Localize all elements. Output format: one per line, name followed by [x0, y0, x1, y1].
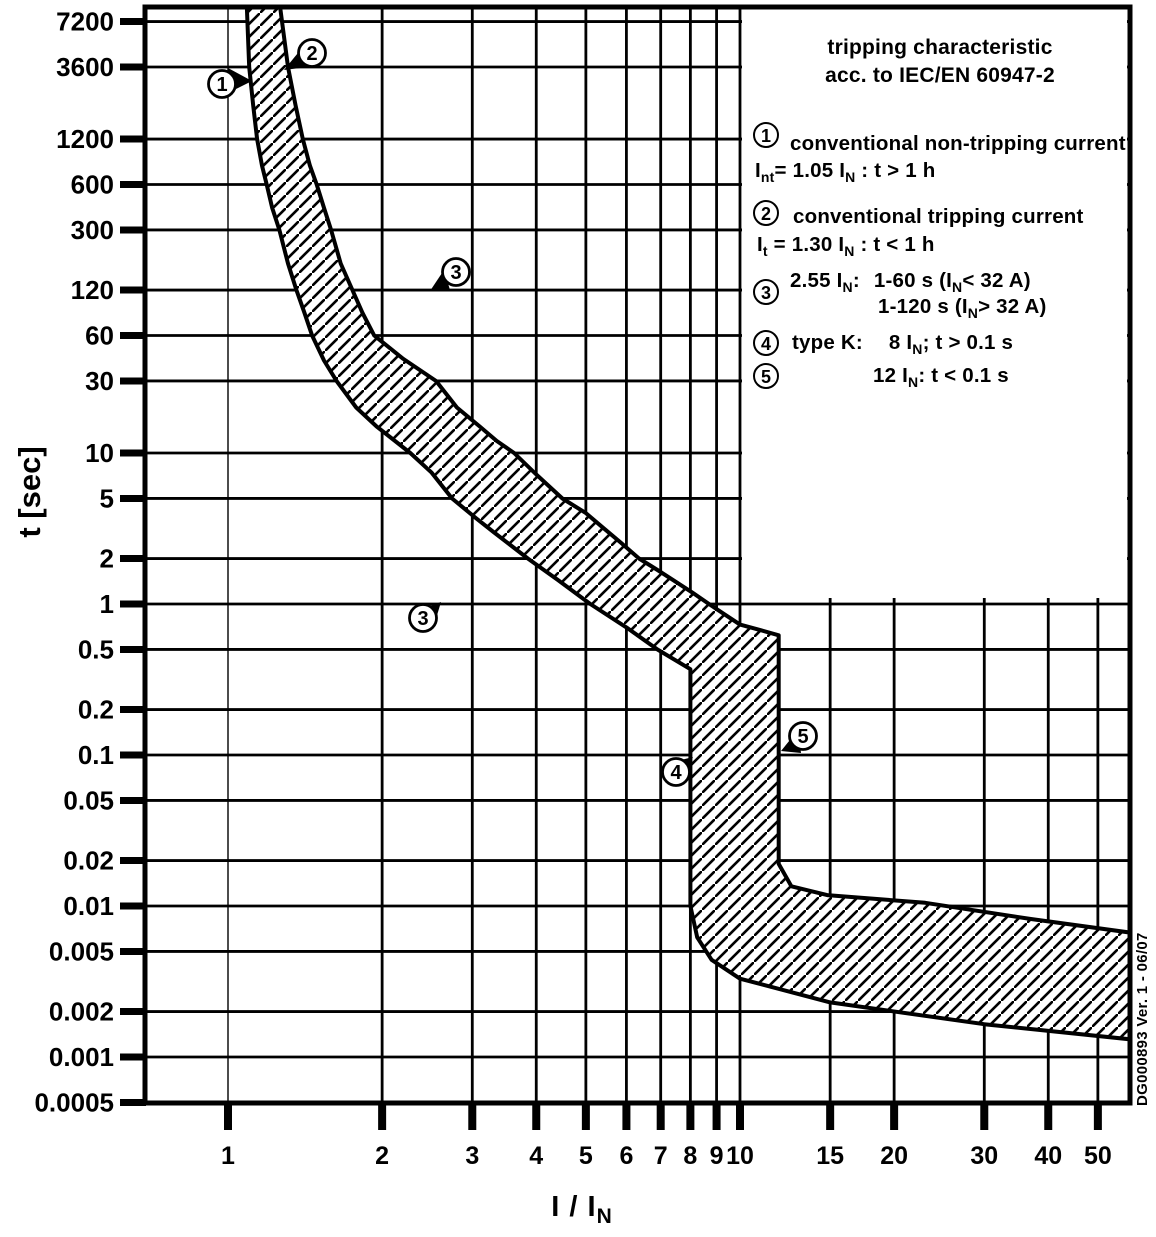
x-tick-label-6: 6 [619, 1142, 633, 1170]
legend-item-3-line-2: 1-120 s (IN> 32 A) [878, 295, 1047, 321]
y-axis-title: t [sec] [12, 446, 47, 538]
y-tick-label-0.1: 0.1 [78, 740, 114, 770]
legend-item-2-circle: 2 [753, 200, 779, 226]
marker-1: 1 [207, 68, 252, 99]
marker-3-circle [408, 603, 438, 633]
watermark-text: DG000893 Ver. 1 - 06/07 [1134, 932, 1151, 1106]
x-tick-label-50: 50 [1084, 1142, 1112, 1170]
x-tick-label-20: 20 [880, 1142, 908, 1170]
legend-background [742, 8, 1127, 598]
marker-5-number: 5 [797, 726, 808, 748]
x-tick-label-9: 9 [710, 1142, 724, 1170]
legend-item-4-line-1: type K: 8 IN; t > 0.1 s [792, 331, 1014, 357]
x-tick-label-15: 15 [816, 1142, 844, 1170]
x-axis-title: I / IN [551, 1191, 612, 1229]
y-tick-label-0.01: 0.01 [63, 891, 114, 921]
y-tick-label-0.2: 0.2 [78, 695, 114, 725]
plot-frame [142, 4, 1133, 1106]
marker-3-number: 3 [450, 262, 461, 284]
y-tick-label-7200: 7200 [56, 7, 114, 37]
y-tick-label-0.002: 0.002 [49, 997, 114, 1027]
marker-3-number: 3 [417, 608, 428, 630]
tripping-band [244, 7, 1130, 1042]
marker-5-circle [788, 721, 818, 751]
y-tick-label-0.001: 0.001 [49, 1042, 114, 1072]
x-axis-title-main: I / I [551, 1191, 597, 1223]
legend-title-line-2: acc. to IEC/EN 60947-2 [825, 64, 1055, 87]
y-tick-label-30: 30 [85, 366, 114, 396]
legend-item-3-line-1: 2.55 IN: 1-60 s (IN< 32 A) [790, 269, 1031, 295]
legend-item-5-line-1: 12 IN: t < 0.1 s [873, 364, 1009, 390]
legend-item-1-line-1: conventional non-tripping current [790, 132, 1126, 155]
marker-4: 4 [661, 757, 693, 787]
y-tick-label-1200: 1200 [56, 124, 114, 154]
y-tick-label-120: 120 [71, 275, 114, 305]
y-tick-label-5: 5 [100, 483, 114, 513]
y-tick-label-10: 10 [85, 438, 114, 468]
marker-5: 5 [781, 721, 818, 753]
y-tick-label-600: 600 [71, 169, 114, 199]
x-axis-title-subscript: N [596, 1205, 613, 1228]
legend-title-line-1: tripping characteristic [827, 36, 1053, 59]
x-tick-label-2: 2 [375, 1142, 389, 1170]
legend-item-2-line-2: It = 1.30 IN : t < 1 h [757, 233, 935, 259]
marker-2-circle [297, 38, 327, 68]
marker-1-number: 1 [216, 74, 227, 96]
legend-item-3-circle: 3 [753, 279, 779, 305]
marker-1-circle [207, 69, 237, 99]
curve-markers: 1 2 3 3 4 5 [207, 38, 818, 787]
y-tick-label-60: 60 [85, 320, 114, 350]
x-tick-label-4: 4 [529, 1142, 543, 1170]
x-tick-label-8: 8 [683, 1142, 697, 1170]
y-tick-label-3600: 3600 [56, 52, 114, 82]
x-tick-label-10: 10 [726, 1142, 754, 1170]
marker-4-circle [661, 757, 691, 787]
y-tick-label-0.05: 0.05 [63, 785, 114, 815]
x-tick-label-30: 30 [970, 1142, 998, 1170]
x-tick-label-5: 5 [579, 1142, 593, 1170]
marker-2: 2 [284, 38, 327, 70]
marker-3-circle [441, 257, 471, 287]
legend-item-5-circle: 5 [753, 363, 779, 389]
y-tick-label-2: 2 [100, 544, 114, 574]
marker-3: 3 [408, 602, 441, 633]
legend-title: tripping characteristic acc. to IEC/EN 6… [760, 34, 1120, 90]
y-tick-label-0.02: 0.02 [63, 846, 114, 876]
y-tick-label-0.005: 0.005 [49, 936, 114, 966]
x-tick-label-40: 40 [1034, 1142, 1062, 1170]
y-tick-label-0.5: 0.5 [78, 634, 114, 664]
legend-item-2-line-1: conventional tripping current [793, 205, 1084, 228]
tick-marks [120, 18, 1102, 1130]
x-tick-label-1: 1 [221, 1142, 235, 1170]
y-tick-label-300: 300 [71, 215, 114, 245]
marker-4-number: 4 [670, 762, 682, 784]
tick-labels: 7200360012006003001206030105210.50.20.10… [34, 7, 1111, 1170]
x-tick-label-7: 7 [654, 1142, 668, 1170]
y-tick-label-1: 1 [100, 589, 114, 619]
marker-2-number: 2 [306, 43, 317, 65]
legend-item-1-line-2: Int= 1.05 IN : t > 1 h [755, 159, 936, 185]
x-tick-label-3: 3 [465, 1142, 479, 1170]
legend-item-1-circle: 1 [753, 122, 779, 148]
marker-3: 3 [430, 257, 471, 291]
y-tick-label-0.0005: 0.0005 [34, 1087, 114, 1117]
legend-item-4-circle: 4 [753, 330, 779, 356]
